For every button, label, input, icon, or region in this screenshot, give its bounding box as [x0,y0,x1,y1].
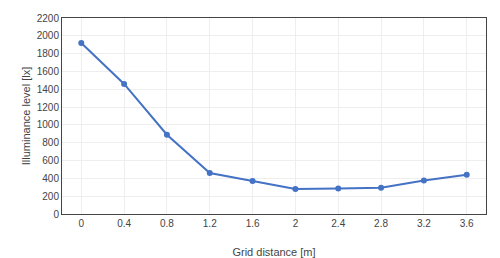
svg-text:Grid distance [m]: Grid distance [m] [232,246,315,258]
svg-text:1200: 1200 [37,102,60,113]
svg-text:2000: 2000 [37,30,60,41]
svg-text:2: 2 [293,218,299,229]
svg-text:2.8: 2.8 [374,218,388,229]
svg-text:1000: 1000 [37,119,60,130]
svg-text:600: 600 [42,155,59,166]
svg-text:1400: 1400 [37,84,60,95]
svg-text:0.8: 0.8 [160,218,174,229]
svg-text:400: 400 [42,173,59,184]
svg-text:2200: 2200 [37,13,60,24]
svg-text:1.2: 1.2 [203,218,217,229]
svg-text:1800: 1800 [37,48,60,59]
svg-text:0: 0 [53,209,59,220]
svg-text:2.4: 2.4 [331,218,345,229]
svg-text:1.6: 1.6 [246,218,260,229]
svg-text:3.6: 3.6 [460,218,474,229]
svg-text:0: 0 [78,218,84,229]
svg-text:800: 800 [42,137,59,148]
svg-text:1600: 1600 [37,66,60,77]
svg-text:Illuminance level [lx]: Illuminance level [lx] [20,67,32,165]
svg-text:0.4: 0.4 [117,218,131,229]
svg-text:200: 200 [42,191,59,202]
svg-text:3.2: 3.2 [417,218,431,229]
